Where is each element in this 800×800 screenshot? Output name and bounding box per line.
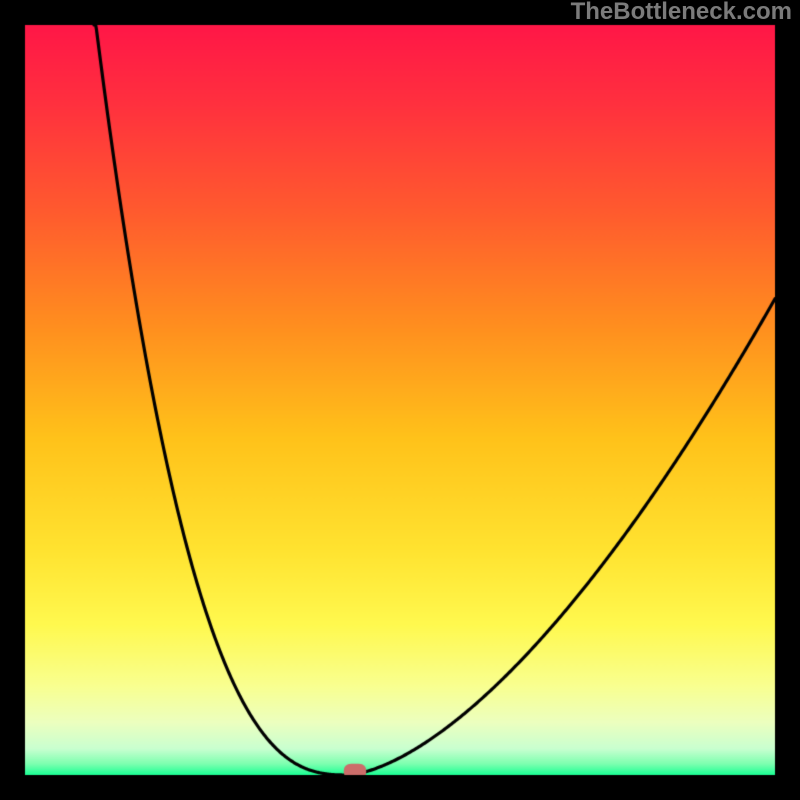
watermark-text: TheBottleneck.com <box>571 0 792 24</box>
bottleneck-chart <box>0 0 800 800</box>
